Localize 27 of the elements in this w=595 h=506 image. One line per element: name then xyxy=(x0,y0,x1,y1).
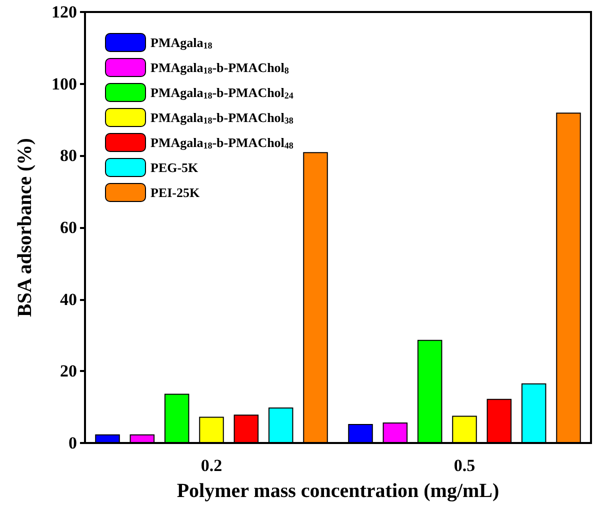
x-tick-label: 0.5 xyxy=(454,456,476,475)
bar xyxy=(130,434,155,443)
y-axis-title: BSA adsorbance (%) xyxy=(14,138,36,317)
legend-label: PEI-25K xyxy=(150,185,200,200)
bar xyxy=(452,416,477,443)
bar xyxy=(95,434,120,443)
bar xyxy=(521,383,546,443)
bar xyxy=(303,152,328,443)
bar xyxy=(556,112,581,443)
y-tick-label: 0 xyxy=(68,434,77,452)
y-tick-label: 120 xyxy=(52,2,77,22)
y-tick-label: 60 xyxy=(60,218,77,237)
legend-label: PEG-5K xyxy=(150,160,200,175)
bar xyxy=(348,424,373,443)
bar xyxy=(486,398,512,443)
bar xyxy=(268,407,294,443)
y-tick-label: 80 xyxy=(60,146,77,166)
y-tick-label: 40 xyxy=(60,290,77,309)
x-axis-title: Polymer mass concentration (mg/mL) xyxy=(176,480,500,502)
bar xyxy=(382,422,408,443)
y-tick-label: 20 xyxy=(60,362,77,381)
y-tick-label: 100 xyxy=(52,74,77,94)
bar xyxy=(234,414,259,443)
bar xyxy=(164,394,190,443)
x-tick-label: 0.2 xyxy=(200,456,222,475)
bar xyxy=(199,416,224,443)
bar xyxy=(417,340,442,443)
